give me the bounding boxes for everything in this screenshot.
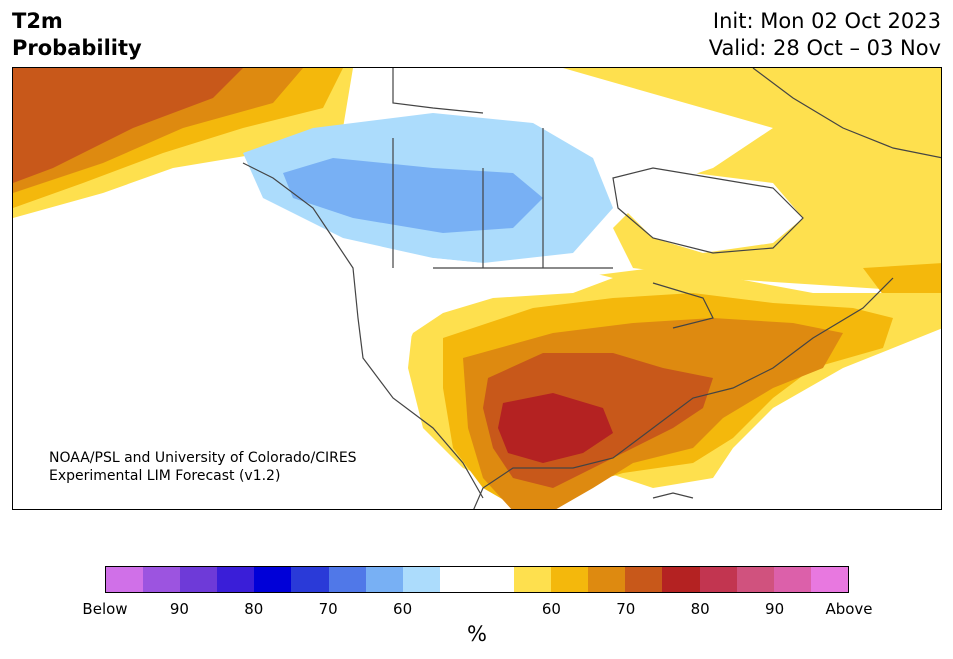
valid-date: Valid: 28 Oct – 03 Nov xyxy=(708,36,941,60)
colorbar-tick-label: 60 xyxy=(541,600,561,618)
probability-map xyxy=(12,67,942,510)
colorbar-swatch xyxy=(662,567,700,592)
colorbar-swatch xyxy=(217,567,255,592)
title-line-1: T2m xyxy=(12,9,63,33)
colorbar-tick-label: Above xyxy=(825,600,873,618)
colorbar-swatch xyxy=(514,567,552,592)
colorbar-swatch xyxy=(736,567,774,592)
colorbar-swatch xyxy=(625,567,663,592)
colorbar-swatch xyxy=(439,567,477,592)
credit-text: NOAA/PSL and University of Colorado/CIRE… xyxy=(49,449,357,485)
colorbar-swatch xyxy=(328,567,366,592)
colorbar-swatch xyxy=(810,567,848,592)
colorbar-swatch xyxy=(773,567,811,592)
colorbar-swatch xyxy=(402,567,440,592)
colorbar-tick-label: 70 xyxy=(616,600,636,618)
colorbar-swatch xyxy=(254,567,292,592)
title-line-2: Probability xyxy=(12,36,142,60)
colorbar-tick-label: 80 xyxy=(244,600,264,618)
colorbar-swatch xyxy=(180,567,218,592)
credit-line-2: Experimental LIM Forecast (v1.2) xyxy=(49,468,281,484)
colorbar-unit: % xyxy=(467,622,487,646)
alaska-warm-75 xyxy=(13,68,243,183)
colorbar-tick-label: 90 xyxy=(765,600,785,618)
credit-line-1: NOAA/PSL and University of Colorado/CIRE… xyxy=(49,450,357,466)
colorbar-tick-label: Below xyxy=(82,600,128,618)
colorbar-swatch xyxy=(291,567,329,592)
colorbar-swatch xyxy=(588,567,626,592)
colorbar-swatch xyxy=(365,567,403,592)
colorbar-tick-label: 90 xyxy=(169,600,189,618)
colorbar-tick-label: 60 xyxy=(393,600,413,618)
west-white xyxy=(353,258,613,378)
colorbar-swatch xyxy=(699,567,737,592)
colorbar-swatch xyxy=(143,567,181,592)
map-canvas xyxy=(13,68,941,509)
canada-cold-70 xyxy=(283,158,543,233)
map-title: T2m Probability xyxy=(12,8,142,62)
colorbar-swatch xyxy=(551,567,589,592)
colorbar-swatch xyxy=(106,567,144,592)
colorbar xyxy=(105,566,849,593)
colorbar-swatch xyxy=(476,567,515,592)
colorbar-tick-label: 70 xyxy=(318,600,338,618)
init-date: Init: Mon 02 Oct 2023 xyxy=(712,9,941,33)
colorbar-tick-label: 80 xyxy=(690,600,710,618)
coastlines xyxy=(242,68,941,509)
hudson-bay-white xyxy=(613,173,803,253)
forecast-dates: Init: Mon 02 Oct 2023 Valid: 28 Oct – 03… xyxy=(709,8,941,62)
us-warm-80 xyxy=(498,393,613,463)
